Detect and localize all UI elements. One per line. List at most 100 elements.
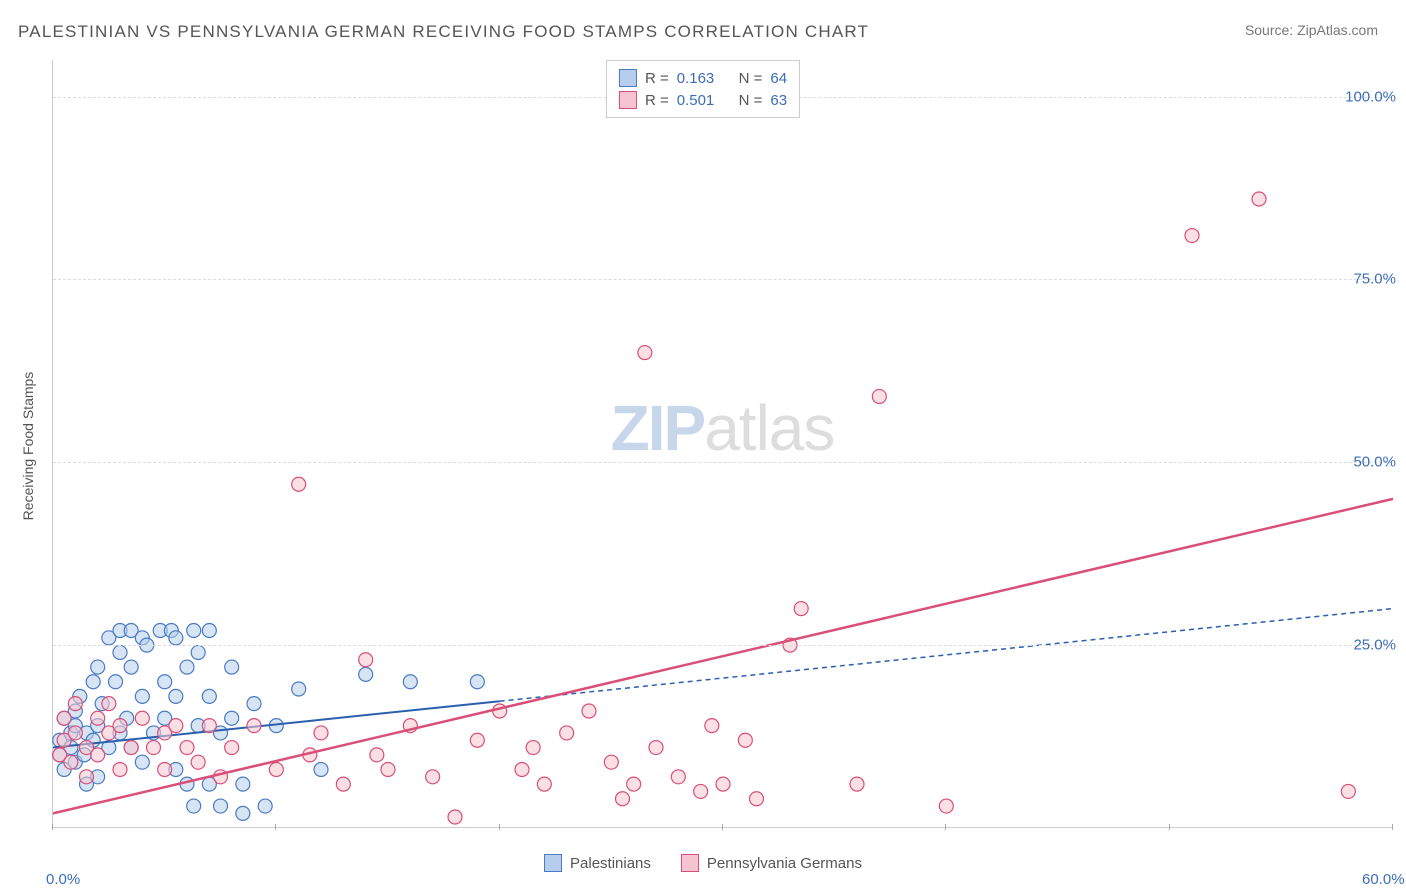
data-point — [202, 689, 216, 703]
data-point — [180, 660, 194, 674]
data-point — [336, 777, 350, 791]
legend-swatch — [619, 69, 637, 87]
data-point — [359, 653, 373, 667]
y-tick-label: 25.0% — [1353, 637, 1396, 654]
data-point — [57, 711, 71, 725]
data-point — [169, 689, 183, 703]
data-point — [236, 777, 250, 791]
legend-swatch — [619, 91, 637, 109]
x-tick-mark — [1392, 824, 1393, 830]
data-point — [604, 755, 618, 769]
data-point — [716, 777, 730, 791]
data-point — [91, 711, 105, 725]
data-point — [247, 697, 261, 711]
data-point — [627, 777, 641, 791]
scatter-plot-svg — [53, 60, 1392, 827]
n-value: 64 — [770, 70, 787, 87]
data-point — [1341, 784, 1355, 798]
data-point — [381, 762, 395, 776]
data-point — [109, 675, 123, 689]
data-point — [750, 792, 764, 806]
data-point — [236, 806, 250, 820]
data-point — [80, 770, 94, 784]
grid-line — [53, 462, 1392, 463]
data-point — [738, 733, 752, 747]
data-point — [448, 810, 462, 824]
y-tick-label: 75.0% — [1353, 271, 1396, 288]
r-value: 0.163 — [677, 70, 715, 87]
data-point — [269, 762, 283, 776]
data-point — [705, 719, 719, 733]
n-value: 63 — [770, 92, 787, 109]
data-point — [493, 704, 507, 718]
data-point — [292, 477, 306, 491]
data-point — [169, 719, 183, 733]
x-tick-mark — [52, 824, 53, 830]
data-point — [225, 660, 239, 674]
data-point — [169, 631, 183, 645]
data-point — [86, 675, 100, 689]
data-point — [426, 770, 440, 784]
series-label: Pennsylvania Germans — [707, 855, 862, 872]
legend-swatch — [544, 854, 562, 872]
data-point — [68, 726, 82, 740]
stats-legend-row: R =0.501 N =63 — [619, 89, 787, 111]
series-legend: PalestiniansPennsylvania Germans — [544, 854, 862, 872]
data-point — [470, 733, 484, 747]
data-point — [202, 624, 216, 638]
data-point — [191, 645, 205, 659]
data-point — [515, 762, 529, 776]
data-point — [225, 741, 239, 755]
data-point — [470, 675, 484, 689]
data-point — [694, 784, 708, 798]
x-tick-mark — [945, 824, 946, 830]
x-tick-label: 60.0% — [1362, 871, 1405, 888]
data-point — [616, 792, 630, 806]
data-point — [191, 755, 205, 769]
data-point — [1185, 229, 1199, 243]
data-point — [91, 660, 105, 674]
r-label: R = — [645, 70, 669, 87]
data-point — [124, 741, 138, 755]
data-point — [370, 748, 384, 762]
data-point — [872, 389, 886, 403]
series-legend-item: Pennsylvania Germans — [681, 854, 862, 872]
r-label: R = — [645, 92, 669, 109]
data-point — [202, 719, 216, 733]
y-axis-label: Receiving Food Stamps — [20, 372, 36, 521]
data-point — [135, 755, 149, 769]
stats-legend-row: R =0.163 N =64 — [619, 67, 787, 89]
source-attribution: Source: ZipAtlas.com — [1245, 22, 1378, 38]
x-tick-mark — [1169, 824, 1170, 830]
data-point — [187, 624, 201, 638]
data-point — [113, 762, 127, 776]
grid-line — [53, 279, 1392, 280]
data-point — [794, 602, 808, 616]
data-point — [258, 799, 272, 813]
chart-plot-area: ZIPatlas — [52, 60, 1392, 828]
data-point — [649, 741, 663, 755]
data-point — [91, 748, 105, 762]
data-point — [526, 741, 540, 755]
r-value: 0.501 — [677, 92, 715, 109]
x-tick-label: 0.0% — [46, 871, 80, 888]
data-point — [135, 711, 149, 725]
stats-legend-box: R =0.163 N =64R =0.501 N =63 — [606, 60, 800, 118]
data-point — [638, 346, 652, 360]
data-point — [1252, 192, 1266, 206]
data-point — [102, 697, 116, 711]
x-tick-mark — [722, 824, 723, 830]
data-point — [292, 682, 306, 696]
data-point — [113, 645, 127, 659]
y-tick-label: 100.0% — [1345, 88, 1396, 105]
data-point — [403, 675, 417, 689]
data-point — [147, 741, 161, 755]
data-point — [135, 689, 149, 703]
data-point — [158, 762, 172, 776]
source-value: ZipAtlas.com — [1297, 22, 1378, 38]
trend-line-extrapolated — [500, 609, 1393, 702]
source-label: Source: — [1245, 22, 1297, 38]
data-point — [64, 755, 78, 769]
data-point — [247, 719, 261, 733]
grid-line — [53, 645, 1392, 646]
